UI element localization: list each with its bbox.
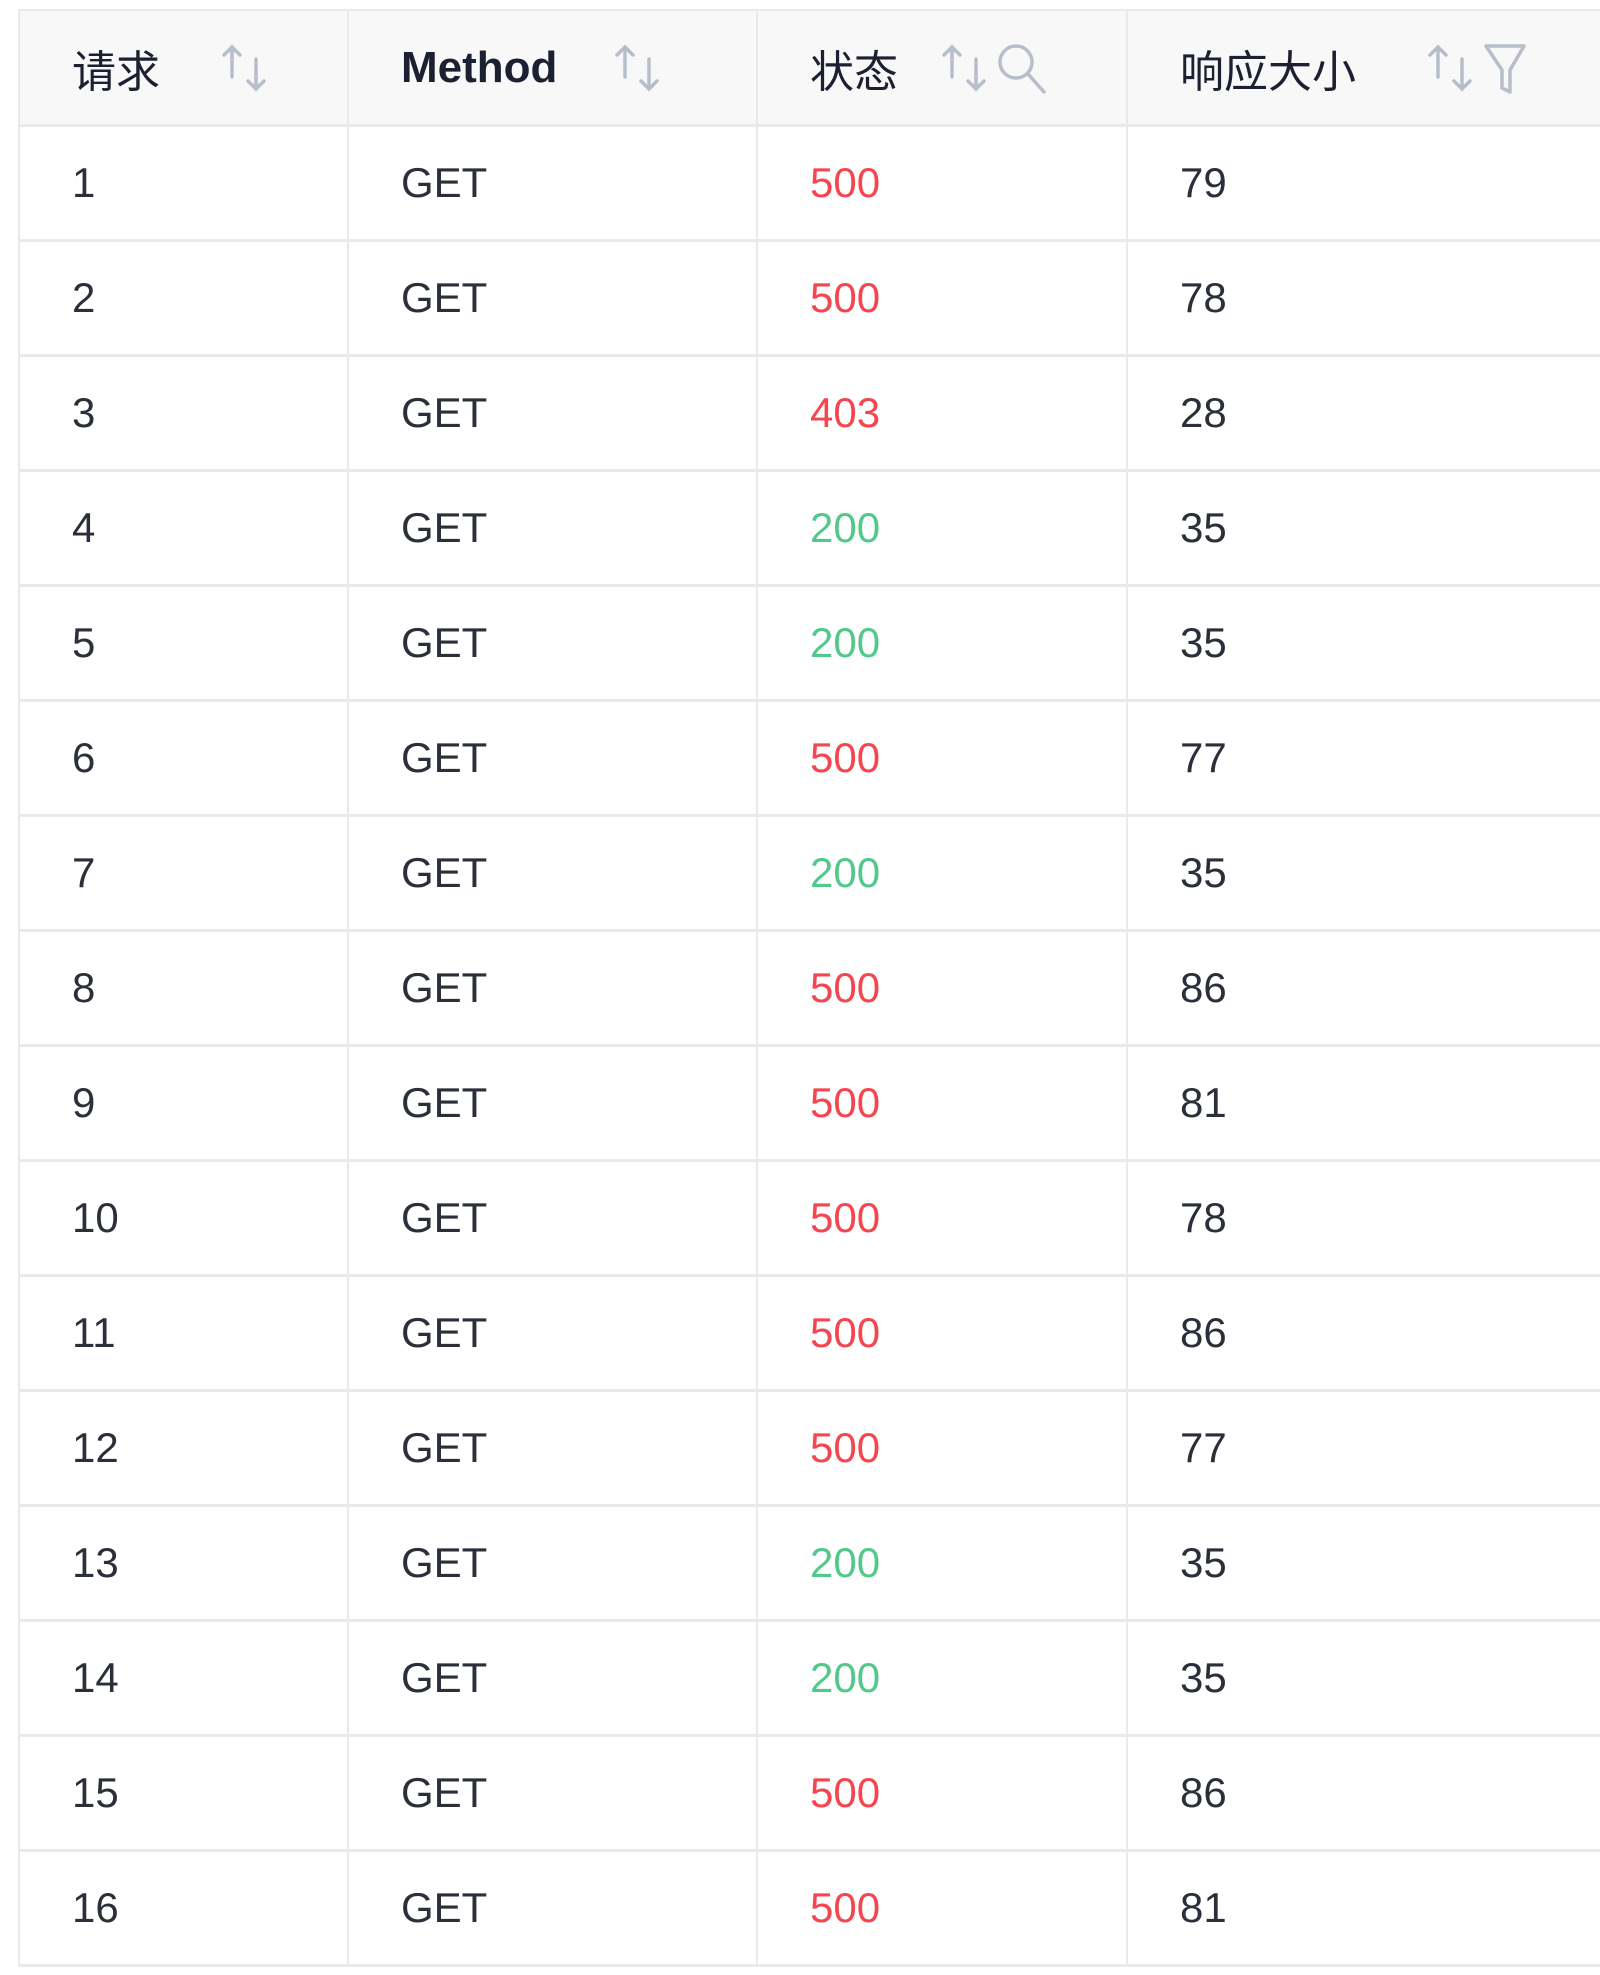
response-size-cell: 35	[1127, 470, 1600, 587]
request-id-cell: 1	[20, 125, 349, 242]
method-cell: GET	[348, 470, 758, 587]
sort-icon[interactable]	[1422, 41, 1478, 95]
method-cell: GET	[348, 700, 758, 817]
status-cell: 500	[757, 1390, 1128, 1507]
table-header-row: 请求 Method 状态	[20, 11, 1600, 127]
status-cell: 500	[757, 700, 1128, 817]
status-cell: 200	[757, 815, 1128, 932]
request-id-cell: 14	[20, 1620, 349, 1737]
status-cell: 500	[757, 240, 1128, 357]
response-size-cell: 78	[1127, 1160, 1600, 1277]
column-header-method[interactable]: Method	[348, 11, 758, 127]
request-id-cell: 5	[20, 585, 349, 702]
status-cell: 500	[757, 125, 1128, 242]
method-cell: GET	[348, 1735, 758, 1852]
response-size-cell: 35	[1127, 1620, 1600, 1737]
table-row[interactable]: 7 GET 200 35	[20, 815, 1600, 932]
table-row[interactable]: 10 GET 500 78	[20, 1160, 1600, 1277]
filter-icon[interactable]	[1480, 40, 1530, 96]
column-label: 状态	[810, 47, 898, 97]
table-row[interactable]: 9 GET 500 81	[20, 1045, 1600, 1162]
response-size-cell: 86	[1127, 1275, 1600, 1392]
status-cell: 500	[757, 1850, 1128, 1967]
table-row[interactable]: 6 GET 500 77	[20, 700, 1600, 817]
status-cell: 200	[757, 470, 1128, 587]
response-size-cell: 77	[1127, 1390, 1600, 1507]
status-cell: 403	[757, 355, 1128, 472]
request-id-cell: 8	[20, 930, 349, 1047]
request-id-cell: 13	[20, 1505, 349, 1622]
table-row[interactable]: 12 GET 500 77	[20, 1390, 1600, 1507]
request-id-cell: 6	[20, 700, 349, 817]
status-cell: 500	[757, 1160, 1128, 1277]
table-row[interactable]: 2 GET 500 78	[20, 240, 1600, 357]
column-label: 请求	[72, 47, 160, 97]
request-table: 请求 Method 状态	[18, 9, 1600, 1967]
status-cell: 200	[757, 1620, 1128, 1737]
table-row[interactable]: 15 GET 500 86	[20, 1735, 1600, 1852]
table-row[interactable]: 4 GET 200 35	[20, 470, 1600, 587]
column-header-status[interactable]: 状态	[757, 11, 1128, 127]
request-id-cell: 2	[20, 240, 349, 357]
response-size-cell: 79	[1127, 125, 1600, 242]
table-row[interactable]: 14 GET 200 35	[20, 1620, 1600, 1737]
response-size-cell: 35	[1127, 815, 1600, 932]
method-cell: GET	[348, 1620, 758, 1737]
table-row[interactable]: 16 GET 500 81	[20, 1850, 1600, 1967]
status-cell: 200	[757, 585, 1128, 702]
sort-icon[interactable]	[216, 41, 272, 95]
method-cell: GET	[348, 125, 758, 242]
response-size-cell: 28	[1127, 355, 1600, 472]
request-id-cell: 10	[20, 1160, 349, 1277]
response-size-cell: 86	[1127, 1735, 1600, 1852]
table-row[interactable]: 1 GET 500 79	[20, 125, 1600, 242]
request-id-cell: 15	[20, 1735, 349, 1852]
status-cell: 500	[757, 1735, 1128, 1852]
request-id-cell: 4	[20, 470, 349, 587]
status-cell: 500	[757, 1275, 1128, 1392]
method-cell: GET	[348, 585, 758, 702]
request-id-cell: 7	[20, 815, 349, 932]
search-icon[interactable]	[994, 40, 1050, 96]
method-cell: GET	[348, 930, 758, 1047]
response-size-cell: 81	[1127, 1045, 1600, 1162]
column-header-response-size[interactable]: 响应大小	[1127, 11, 1600, 127]
method-cell: GET	[348, 1160, 758, 1277]
request-id-cell: 16	[20, 1850, 349, 1967]
request-id-cell: 9	[20, 1045, 349, 1162]
status-cell: 500	[757, 930, 1128, 1047]
table-row[interactable]: 3 GET 403 28	[20, 355, 1600, 472]
table-row[interactable]: 8 GET 500 86	[20, 930, 1600, 1047]
method-cell: GET	[348, 355, 758, 472]
response-size-cell: 77	[1127, 700, 1600, 817]
method-cell: GET	[348, 1390, 758, 1507]
request-id-cell: 3	[20, 355, 349, 472]
response-size-cell: 78	[1127, 240, 1600, 357]
method-cell: GET	[348, 1045, 758, 1162]
table-row[interactable]: 11 GET 500 86	[20, 1275, 1600, 1392]
request-id-cell: 12	[20, 1390, 349, 1507]
column-label: Method	[401, 42, 558, 92]
status-cell: 500	[757, 1045, 1128, 1162]
method-cell: GET	[348, 815, 758, 932]
response-size-cell: 35	[1127, 1505, 1600, 1622]
status-cell: 200	[757, 1505, 1128, 1622]
request-id-cell: 11	[20, 1275, 349, 1392]
column-header-request[interactable]: 请求	[20, 11, 349, 127]
method-cell: GET	[348, 240, 758, 357]
response-size-cell: 81	[1127, 1850, 1600, 1967]
table-row[interactable]: 5 GET 200 35	[20, 585, 1600, 702]
method-cell: GET	[348, 1505, 758, 1622]
column-label: 响应大小	[1180, 47, 1356, 97]
method-cell: GET	[348, 1275, 758, 1392]
response-size-cell: 35	[1127, 585, 1600, 702]
method-cell: GET	[348, 1850, 758, 1967]
sort-icon[interactable]	[936, 41, 992, 95]
table-row[interactable]: 13 GET 200 35	[20, 1505, 1600, 1622]
sort-icon[interactable]	[609, 41, 665, 95]
response-size-cell: 86	[1127, 930, 1600, 1047]
